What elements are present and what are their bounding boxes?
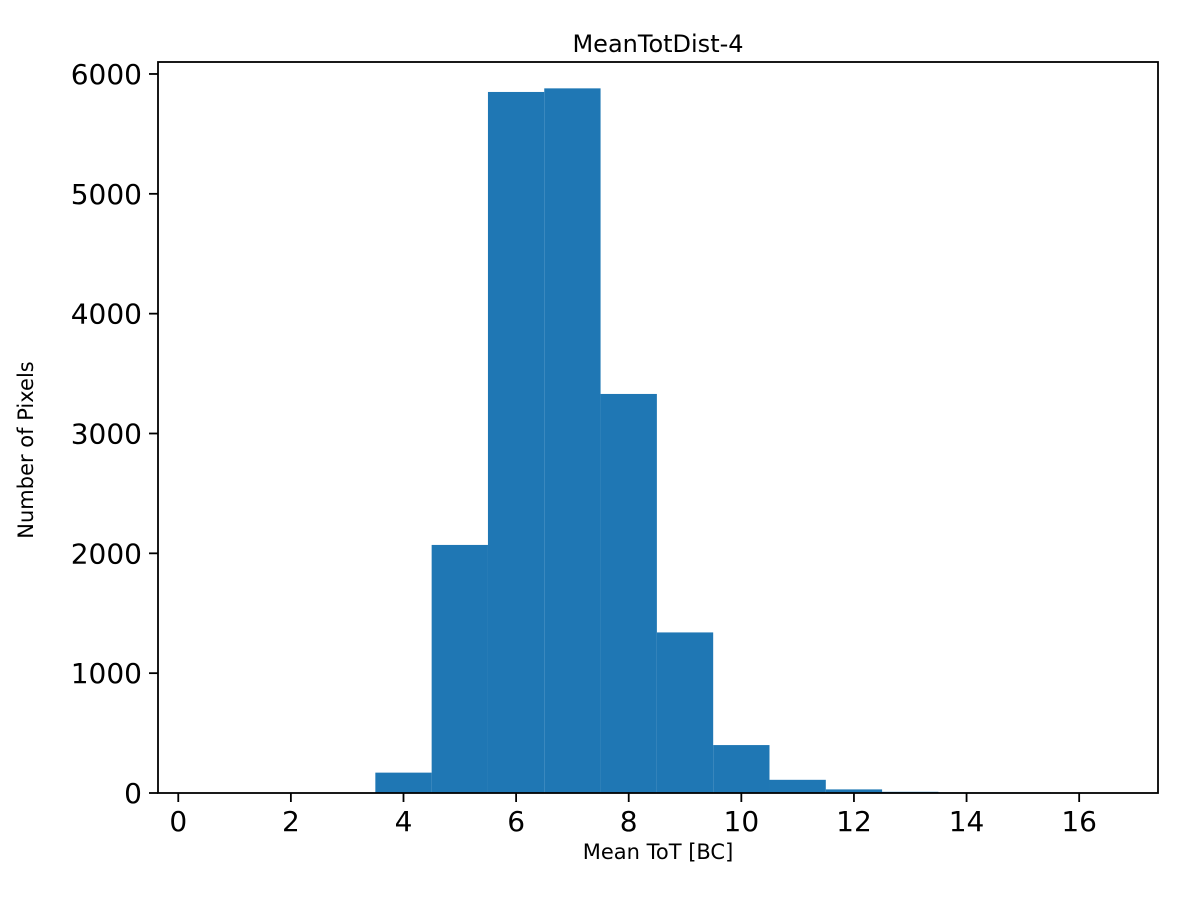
x-tick-label: 0 <box>169 805 187 838</box>
histogram-bar <box>825 789 883 793</box>
chart-title: MeanTotDist-4 <box>572 30 744 58</box>
histogram-bar <box>544 88 601 794</box>
x-axis-label: Mean ToT [BC] <box>582 840 734 864</box>
y-tick-label: 4000 <box>71 298 142 331</box>
y-axis-label: Number of Pixels <box>14 361 38 539</box>
histogram-bar <box>375 772 432 793</box>
y-tick-label: 2000 <box>71 537 142 570</box>
x-tick-label: 14 <box>949 805 985 838</box>
x-tick-label: 16 <box>1061 805 1097 838</box>
y-tick-label: 3000 <box>71 417 142 450</box>
y-tick-label: 6000 <box>71 58 142 91</box>
y-tick-label: 5000 <box>71 178 142 211</box>
histogram-bar <box>769 779 826 793</box>
x-tick-label: 6 <box>507 805 525 838</box>
histogram-bar <box>713 745 770 793</box>
y-tick-label: 1000 <box>71 657 142 690</box>
x-tick-label: 2 <box>282 805 300 838</box>
y-tick-label: 0 <box>124 777 142 810</box>
histogram-bar <box>431 544 488 793</box>
x-tick-label: 12 <box>836 805 872 838</box>
histogram-bar <box>487 91 545 793</box>
axes-frame <box>157 61 1159 794</box>
histogram-bar <box>600 393 657 793</box>
histogram-bar <box>656 632 714 793</box>
x-tick-label: 4 <box>395 805 413 838</box>
x-tick-label: 8 <box>620 805 638 838</box>
x-tick-label: 10 <box>724 805 760 838</box>
